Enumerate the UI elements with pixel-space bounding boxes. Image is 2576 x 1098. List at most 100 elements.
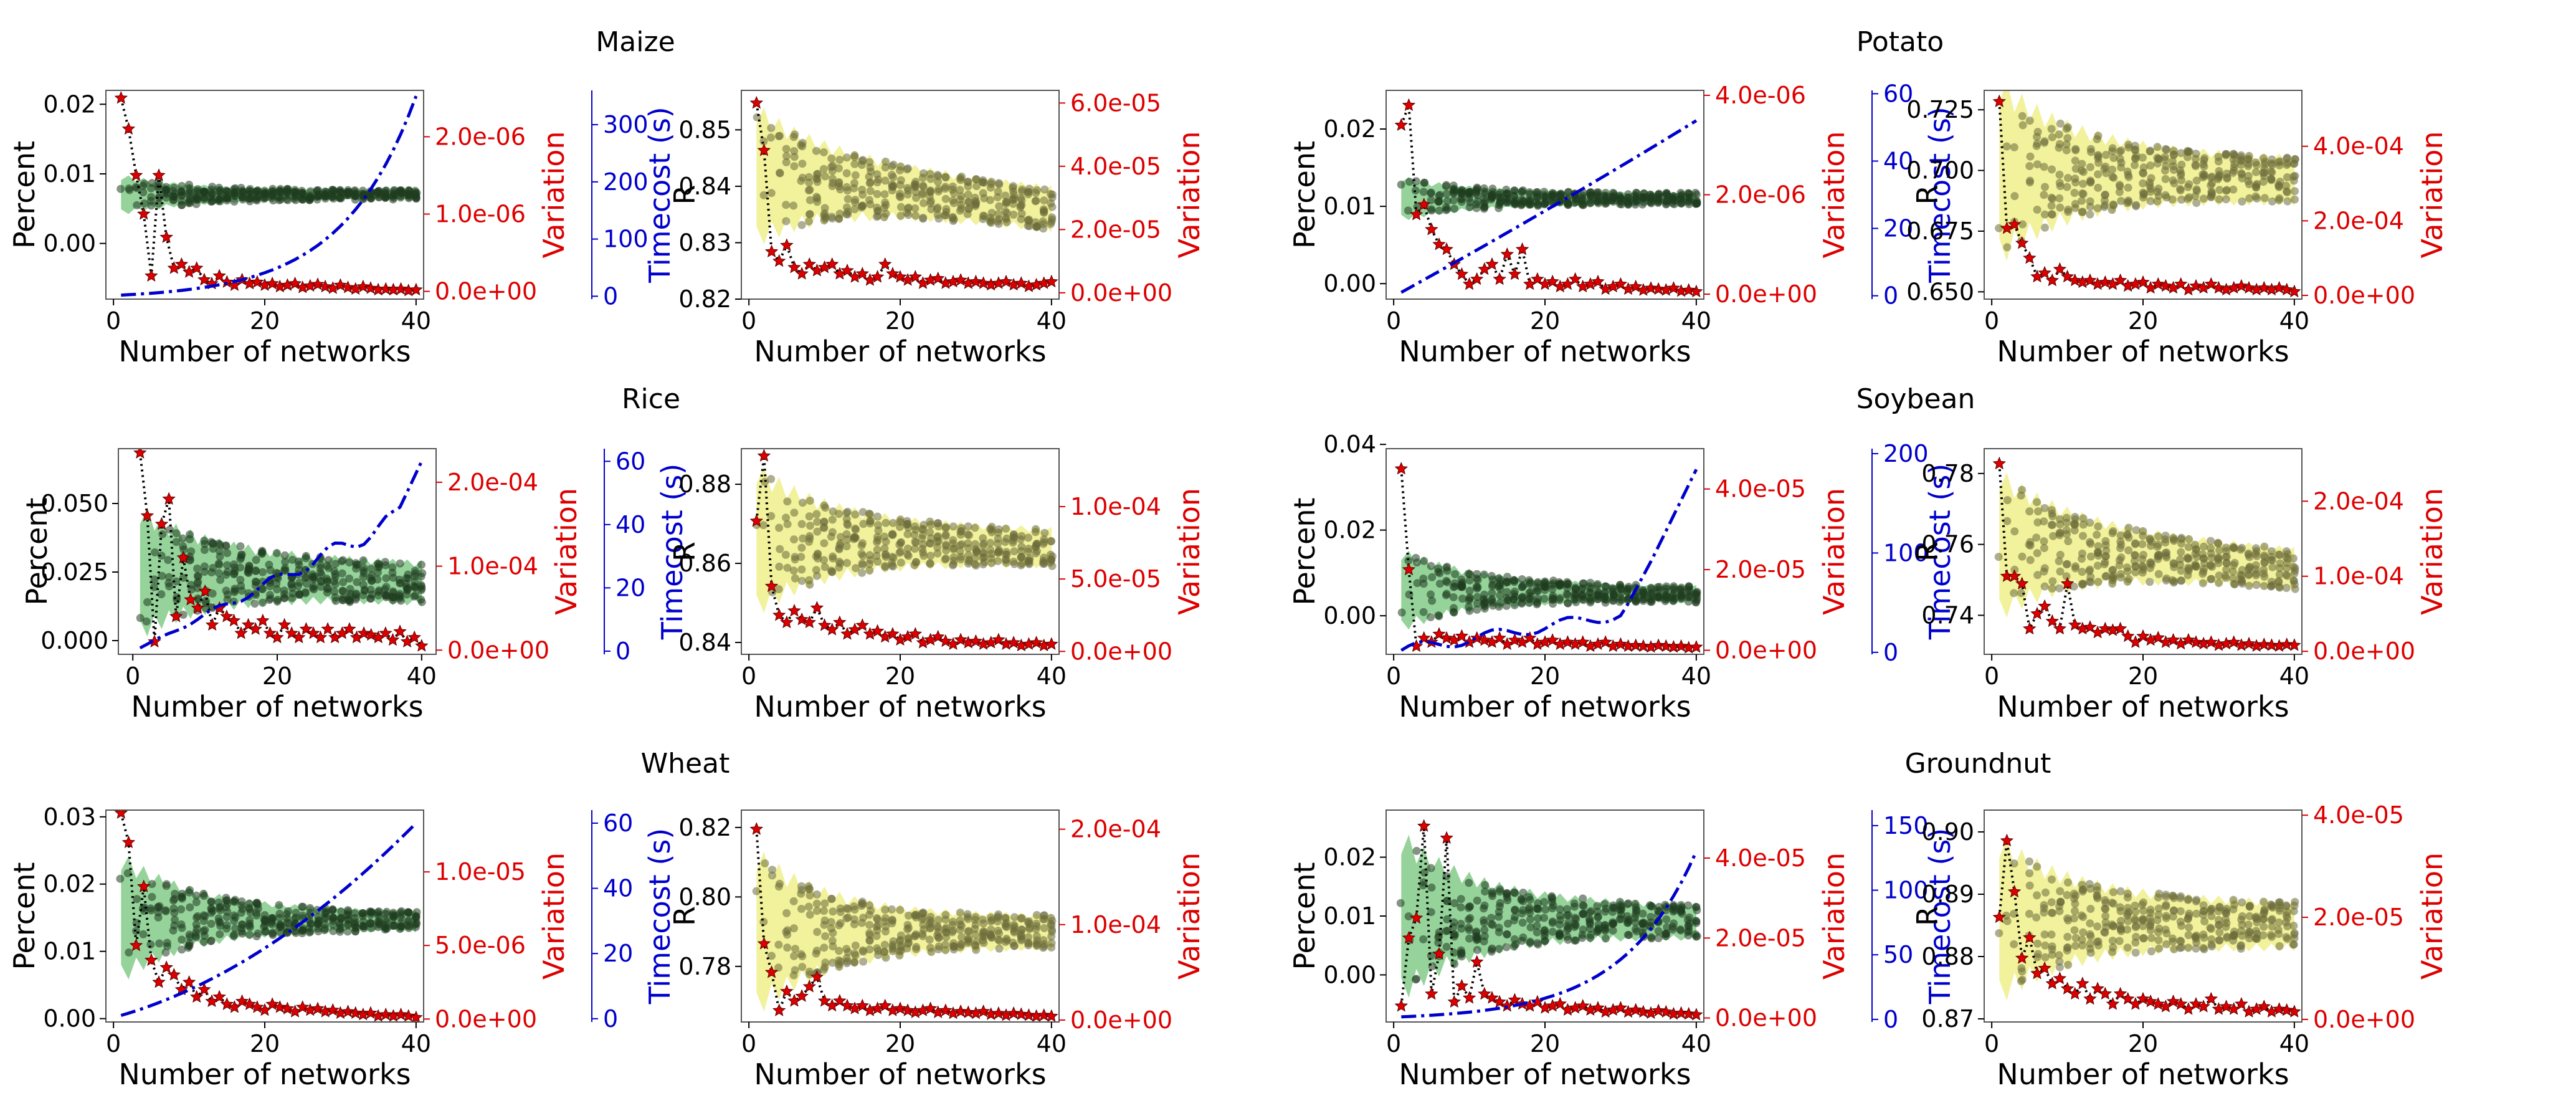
sample-point (2132, 526, 2141, 535)
sample-point (1024, 545, 1033, 553)
sample-point (1670, 919, 1678, 928)
sample-point (859, 914, 868, 922)
variation-point (757, 937, 771, 950)
sample-point (2026, 556, 2035, 565)
sample-point (2071, 899, 2079, 908)
sample-point (2108, 566, 2117, 575)
sample-point (2101, 191, 2109, 199)
variation-point (2113, 986, 2127, 1000)
sample-point (1450, 960, 1459, 968)
sample-point (2154, 532, 2162, 541)
variation-point (1485, 257, 1499, 270)
sample-point (812, 890, 821, 899)
sample-point (2176, 937, 2185, 945)
sample-point (1002, 922, 1010, 930)
sample-point (1010, 942, 1019, 950)
sample-point (806, 196, 814, 204)
sample-point (2184, 943, 2193, 952)
sample-point (1549, 591, 1557, 600)
sample-point (1434, 197, 1443, 206)
sample-point (1024, 533, 1033, 542)
sample-point (835, 962, 844, 971)
sample-point (2268, 581, 2277, 590)
variation-point (307, 626, 320, 639)
variation-point (2023, 621, 2037, 635)
variation-point (954, 1004, 967, 1018)
sample-point (1032, 196, 1040, 205)
sample-point (1427, 188, 1435, 197)
sample-point (252, 196, 261, 205)
sample-point (2207, 193, 2215, 201)
sample-point (214, 539, 223, 548)
sample-point (1396, 899, 1405, 907)
sample-point (1419, 580, 1428, 588)
sample-point (139, 930, 148, 938)
sample-point (835, 156, 844, 164)
sample-point (2274, 576, 2283, 585)
variation-point (136, 207, 151, 220)
sample-point (2177, 169, 2185, 178)
sample-point (169, 926, 178, 935)
sample-point (896, 558, 905, 567)
sample-point (851, 510, 860, 519)
variation-point (250, 1000, 264, 1013)
sample-point (2215, 554, 2223, 563)
sample-point (1001, 938, 1010, 946)
sample-point (2093, 530, 2101, 539)
sample-point (2176, 907, 2185, 915)
sample-point (237, 927, 246, 936)
sample-point (1473, 593, 1481, 601)
sample-point (157, 551, 166, 560)
sample-point (1039, 936, 1048, 945)
sample-point (331, 580, 340, 588)
sample-point (1435, 191, 1444, 199)
sample-point (812, 146, 820, 155)
variation-point (191, 601, 205, 614)
sample-point (2132, 922, 2141, 930)
variation-tick-label: 4.0e-05 (1715, 844, 1806, 872)
sample-point (277, 195, 285, 204)
sample-point (2198, 579, 2207, 588)
sample-point (797, 565, 806, 574)
variation-point (2045, 614, 2060, 628)
sample-point (896, 943, 905, 952)
sample-point (806, 522, 814, 530)
sample-point (139, 188, 148, 197)
sample-point (805, 512, 814, 521)
sample-point (2109, 888, 2117, 897)
sample-point (179, 611, 188, 619)
sample-point (2131, 551, 2139, 560)
sample-point (1624, 201, 1633, 209)
sample-point (2071, 204, 2079, 212)
sample-point (382, 186, 391, 195)
sample-point (366, 585, 375, 594)
sample-point (238, 905, 247, 914)
sample-point (2032, 141, 2041, 150)
sample-point (199, 938, 208, 946)
sample-point (1480, 919, 1488, 927)
variation-point (2279, 282, 2294, 296)
sample-point (858, 897, 867, 906)
sample-point (1016, 535, 1025, 543)
variation-point (2189, 279, 2203, 292)
variation-point (1432, 947, 1446, 960)
sample-point (828, 937, 837, 945)
sample-point (986, 196, 994, 204)
sample-point (257, 550, 266, 558)
sample-point (2199, 930, 2208, 939)
sample-point (2170, 906, 2179, 915)
variation-point (2098, 275, 2113, 289)
sample-point (1662, 191, 1671, 199)
sample-point (918, 531, 927, 539)
sample-point (813, 907, 821, 915)
variation-point (795, 989, 809, 1002)
variation-point (159, 960, 173, 973)
sample-point (2040, 582, 2049, 591)
variation-point (1508, 267, 1522, 280)
crop-title-potato: Potato (1856, 26, 1944, 58)
sample-point (873, 536, 882, 545)
sample-point (783, 563, 792, 572)
sample-point (2124, 575, 2133, 583)
sample-point (842, 959, 851, 968)
